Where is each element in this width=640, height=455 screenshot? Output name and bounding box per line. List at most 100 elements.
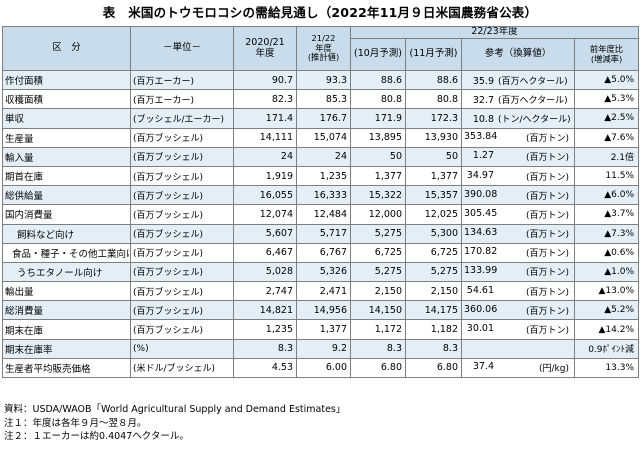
value-2020: 14,111 <box>233 127 297 148</box>
header-2022-group: 22/23年度 <box>349 26 640 39</box>
row-label: うちエタノール向け <box>2 261 131 283</box>
value-2021: 5,717 <box>296 223 351 244</box>
table-row: 作付面積 (百万エーカー) 90.7 93.3 88.6 88.6 35.9 (百万ヘクタール… <box>2 69 640 91</box>
yoy-change: ▲3.7% <box>573 204 640 225</box>
value-2021: 5,326 <box>296 261 351 283</box>
row-unit: (百万ブッシェル) <box>130 185 234 206</box>
value-2020: 4.53 <box>233 357 297 379</box>
value-2021: 16,333 <box>296 185 351 206</box>
table-row: 総供給量 (百万ブッシェル) 16,055 16,333 15,322 15,357 390… <box>2 185 640 206</box>
reference-unit: (百万トン) <box>525 153 569 164</box>
reference-cell: 54.61 (百万トン) <box>461 281 575 302</box>
reference-unit: (百万トン) <box>525 249 569 260</box>
reference-cell: 32.7 (百万ヘクタール) <box>461 89 575 110</box>
row-label: 生産者平均販売価格 <box>2 357 131 379</box>
reference-value: 390.08 <box>464 188 498 200</box>
value-november: 13,930 <box>405 127 462 148</box>
header-category: 区 分 <box>2 26 131 71</box>
row-unit: (百万エーカー) <box>130 89 234 110</box>
yoy-change: ▲7.6% <box>573 127 640 148</box>
value-october: 5,275 <box>350 223 406 244</box>
table-row: 総消費量 (百万ブッシェル) 14,821 14,956 14,150 14,175 360… <box>2 300 640 321</box>
value-2020: 12,074 <box>233 204 297 225</box>
value-october: 13,895 <box>350 127 406 148</box>
reference-cell: 34.97 (百万トン) <box>461 165 575 187</box>
value-october: 1,377 <box>350 165 406 187</box>
reference-value: 170.82 <box>464 246 498 258</box>
row-unit: (百万ブッシェル) <box>130 127 234 148</box>
value-2020: 14,821 <box>233 300 297 321</box>
value-october: 6.80 <box>350 357 406 379</box>
table-row: 生産量 (百万ブッシェル) 14,111 15,074 13,895 13,930 353.… <box>2 127 640 148</box>
reference-unit: (百万ヘクタール) <box>498 76 568 87</box>
reference-value: 30.01 <box>466 323 494 335</box>
value-2020: 2,747 <box>233 281 297 302</box>
yoy-change: 2.1倍 <box>573 146 640 167</box>
reference-unit: (百万トン) <box>525 172 569 183</box>
value-october: 6,725 <box>350 242 406 263</box>
value-october: 14,150 <box>350 300 406 321</box>
reference-unit: (百万トン) <box>525 191 569 202</box>
reference-cell: 1.27 (百万トン) <box>461 146 575 167</box>
supply-demand-table: 区 分 －単位－ 2020/21 年度 21/22 年度 (推計値) 22/23年度 … <box>2 26 640 379</box>
header-reference: 参考（換算値） <box>461 38 575 71</box>
value-2021: 9.2 <box>296 338 351 359</box>
reference-cell: 35.9 (百万ヘクタール) <box>461 69 575 91</box>
reference-unit: (百万トン) <box>525 306 569 317</box>
header-2021: 21/22 年度 (推計値) <box>296 26 351 71</box>
value-october: 8.3 <box>350 338 406 359</box>
row-unit: (百万ブッシェル) <box>130 281 234 302</box>
value-november: 6,725 <box>405 242 462 263</box>
reference-value: 360.06 <box>464 303 498 315</box>
value-november: 15,357 <box>405 185 462 206</box>
reference-unit: (百万トン) <box>525 326 569 337</box>
row-unit: (ブッシェル/エーカー) <box>130 108 234 129</box>
row-label: 期末在庫 <box>2 319 131 340</box>
table-row: うちエタノール向け (百万ブッシェル) 5,028 5,326 5,275 5,275 13… <box>2 261 640 283</box>
table-row: 輸出量 (百万ブッシェル) 2,747 2,471 2,150 2,150 54.61 (百万… <box>2 281 640 302</box>
yoy-change: 13.3% <box>573 357 640 379</box>
reference-value: 134.63 <box>464 227 498 239</box>
value-2021: 14,956 <box>296 300 351 321</box>
value-2021: 15,074 <box>296 127 351 148</box>
row-label: 国内消費量 <box>2 204 131 225</box>
value-november: 6.80 <box>405 357 462 379</box>
notes: 資料：USDA/WAOB「World Agricultural Supply a… <box>4 403 345 444</box>
value-2020: 6,467 <box>233 242 297 263</box>
row-unit: (百万ブッシェル) <box>130 204 234 225</box>
row-label: 食品・種子・その他工業向け <box>2 242 131 263</box>
header-2020: 2020/21 年度 <box>233 26 297 71</box>
value-november: 1,377 <box>405 165 462 187</box>
reference-cell: 134.63 (百万トン) <box>461 223 575 244</box>
note-source: 資料：USDA/WAOB「World Agricultural Supply a… <box>4 404 346 415</box>
reference-value: 34.97 <box>466 169 494 181</box>
reference-cell: 305.45 (百万トン) <box>461 204 575 225</box>
value-2021: 85.3 <box>296 89 351 110</box>
value-2021: 93.3 <box>296 69 351 91</box>
value-november: 172.3 <box>405 108 462 129</box>
note-fiscal-year: 注１：年度は各年９月～翌８月。 <box>4 417 147 429</box>
value-november: 2,150 <box>405 281 462 302</box>
reference-value: 305.45 <box>464 207 498 219</box>
reference-value: 54.61 <box>466 284 494 296</box>
table-row: 単収 (ブッシェル/エーカー) 171.4 176.7 171.9 172.3 10.8 (ト… <box>2 108 640 129</box>
value-2020: 1,919 <box>233 165 297 187</box>
row-label: 総供給量 <box>2 185 131 206</box>
value-2020: 24 <box>233 146 297 167</box>
value-2020: 8.3 <box>233 338 297 359</box>
yoy-change: ▲5.0% <box>573 69 640 91</box>
reference-cell: 170.82 (百万トン) <box>461 242 575 263</box>
value-october: 50 <box>350 146 406 167</box>
value-2021: 1,235 <box>296 165 351 187</box>
value-october: 80.8 <box>350 89 406 110</box>
row-label: 収穫面積 <box>2 89 131 110</box>
table-row: 食品・種子・その他工業向け (百万ブッシェル) 6,467 6,767 6,725 6,7… <box>2 242 640 263</box>
reference-cell: 30.01 (百万トン) <box>461 319 575 340</box>
value-november: 50 <box>405 146 462 167</box>
row-label: 輸出量 <box>2 281 131 302</box>
value-october: 2,150 <box>350 281 406 302</box>
reference-cell: 133.99 (百万トン) <box>461 261 575 283</box>
value-2021: 6.00 <box>296 357 351 379</box>
reference-unit: (百万トン) <box>525 268 569 279</box>
value-2020: 5,607 <box>233 223 297 244</box>
